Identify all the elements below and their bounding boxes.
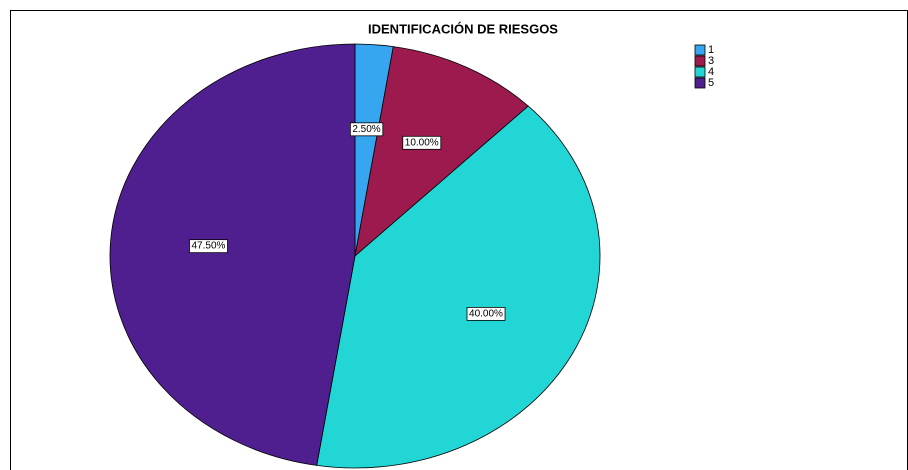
- legend-swatch: [694, 66, 706, 78]
- pie-slice: [109, 43, 356, 466]
- slice-label: 40.00%: [466, 306, 506, 321]
- pie-slice: [316, 105, 601, 469]
- label-box: [189, 239, 228, 254]
- slice-label-text: 10.00%: [405, 137, 439, 148]
- slice-label-text: 47.50%: [191, 241, 225, 252]
- label-box: [402, 135, 442, 150]
- legend-label: 4: [708, 66, 714, 78]
- legend-label: 1: [708, 44, 714, 56]
- slice-label: 10.00%: [402, 135, 442, 150]
- pie-slice: [354, 46, 529, 258]
- legend-swatch: [694, 44, 706, 56]
- slice-label-text: 2.50%: [352, 124, 380, 135]
- legend-swatch: [694, 55, 706, 67]
- legend-swatch: [694, 77, 706, 89]
- slice-label: 2.50%: [349, 122, 384, 137]
- legend-label: 3: [708, 55, 714, 67]
- chart-title: IDENTIFICACIÓN DE RIESGOS: [368, 21, 558, 36]
- label-box: [466, 306, 506, 321]
- legend-label: 5: [708, 77, 714, 89]
- slice-label-text: 40.00%: [469, 308, 503, 319]
- label-box: [349, 122, 384, 137]
- slice-label: 47.50%: [189, 239, 228, 254]
